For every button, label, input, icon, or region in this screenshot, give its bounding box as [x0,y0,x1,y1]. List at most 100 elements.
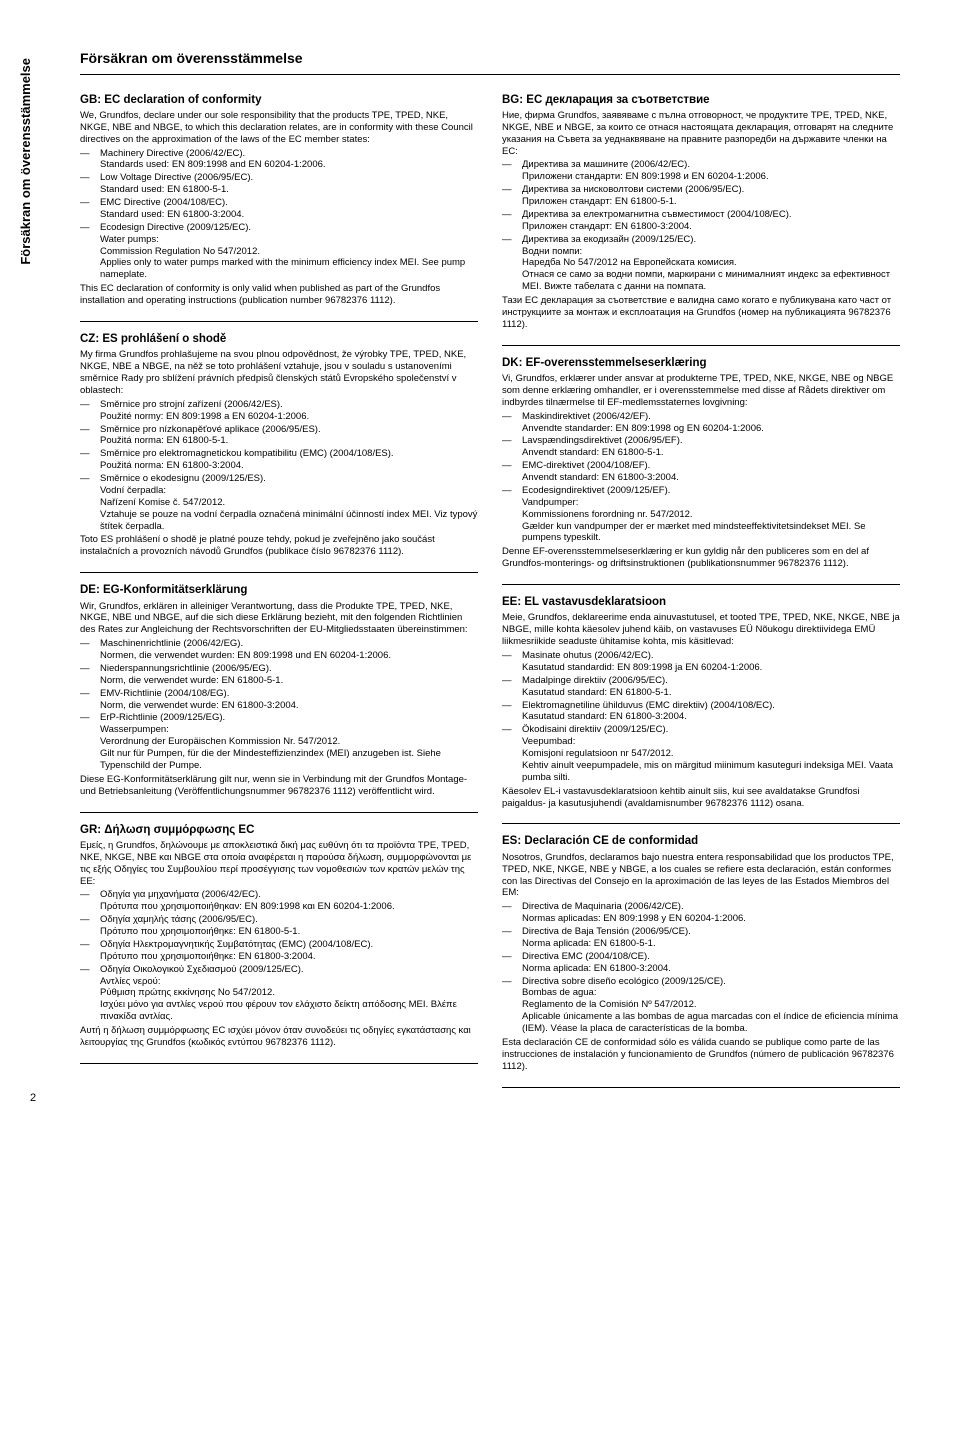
declaration-section: DE: EG-Konformitätserklärung Wir, Grundfo… [80,583,478,797]
declaration-section: DK: EF-overensstemmelseserklæringVi, Gru… [502,356,900,570]
directive-item: Směrnice o ekodesignu (2009/125/ES).Vodn… [80,473,478,532]
directive-main: Directiva de Maquinaria (2006/42/CE). [522,901,900,913]
directive-item: Ecodesigndirektivet (2009/125/EF).Vandpu… [502,485,900,544]
directive-sub: Norma aplicada: EN 61800-5-1. [522,938,900,950]
section-outro: Тази ЕС декларация за съответствие е вал… [502,295,900,331]
directive-sub: Norma aplicada: EN 61800-3:2004. [522,963,900,975]
page-title: Försäkran om överensstämmelse [80,50,900,75]
directive-main: Directiva sobre diseño ecológico (2009/1… [522,976,900,988]
directive-sub: Πρότυπο που χρησιμοποιήθηκε: EN 61800-5-… [100,926,478,938]
directive-main: Masinate ohutus (2006/42/EC). [522,650,900,662]
directive-sub: Приложен стандарт: EN 61800-3:2004. [522,221,900,233]
directive-main: Οδηγία Οικολογικού Σχεδιασμού (2009/125/… [100,964,478,976]
directive-sub: Vztahuje se pouze na vodní čerpadla ozna… [100,509,478,533]
directive-main: Directiva EMC (2004/108/CE). [522,951,900,963]
directive-sub: Použité normy: EN 809:1998 a EN 60204-1:… [100,411,478,423]
directive-main: EMC Directive (2004/108/EC). [100,197,478,209]
directive-list: Директива за машините (2006/42/EC).Прило… [502,159,900,293]
section-title: GR: Δήλωση συμμόρφωσης EC [80,823,478,837]
directive-sub: Komisjoni regulatsioon nr 547/2012. [522,748,900,760]
directive-sub: Наредба No 547/2012 на Европейската коми… [522,257,900,269]
directive-list: Maschinenrichtlinie (2006/42/EG).Normen,… [80,638,478,772]
directive-item: Директива за електромагнитна съвместимос… [502,209,900,233]
directive-sub: Kasutatud standardid: EN 809:1998 ja EN … [522,662,900,674]
directive-sub: Anvendte standarder: EN 809:1998 og EN 6… [522,423,900,435]
section-intro: We, Grundfos, declare under our sole res… [80,110,478,146]
directive-list: Maskindirektivet (2006/42/EF).Anvendte s… [502,411,900,545]
directive-list: Directiva de Maquinaria (2006/42/CE).Nor… [502,901,900,1035]
directive-sub: Wasserpumpen: [100,724,478,736]
directive-sub: Αντλίες νερού: [100,976,478,988]
directive-sub: Kommissionens forordning nr. 547/2012. [522,509,900,521]
directive-item: Οδηγία Οικολογικού Σχεδιασμού (2009/125/… [80,964,478,1023]
section-intro: Εμείς, η Grundfos, δηλώνουμε με αποκλεισ… [80,840,478,888]
directive-main: Maschinenrichtlinie (2006/42/EG). [100,638,478,650]
directive-item: Maschinenrichtlinie (2006/42/EG).Normen,… [80,638,478,662]
section-divider [502,345,900,346]
directive-main: Madalpinge direktiiv (2006/95/EC). [522,675,900,687]
directive-item: Ökodisaini direktiiv (2009/125/EC).Veepu… [502,724,900,783]
directive-item: Директива за екодизайн (2009/125/EC).Вод… [502,234,900,293]
declaration-section: GR: Δήλωση συμμόρφωσης EC Εμείς, η Grundf… [80,823,478,1049]
directive-list: Směrnice pro strojní zařízení (2006/42/E… [80,399,478,533]
section-divider [80,321,478,322]
directive-item: Maskindirektivet (2006/42/EF).Anvendte s… [502,411,900,435]
directive-main: Niederspannungsrichtlinie (2006/95/EG). [100,663,478,675]
section-title: ES: Declaración CE de conformidad [502,834,900,848]
directive-sub: Standard used: EN 61800-3:2004. [100,209,478,221]
section-title: CZ: ES prohlášení o shodě [80,332,478,346]
directive-item: Madalpinge direktiiv (2006/95/EC).Kasuta… [502,675,900,699]
section-intro: My firma Grundfos prohlašujeme na svou p… [80,349,478,397]
directive-sub: Veepumbad: [522,736,900,748]
directive-sub: Normas aplicadas: EN 809:1998 y EN 60204… [522,913,900,925]
directive-item: Elektromagnetiline ühilduvus (EMC direkt… [502,700,900,724]
directive-sub: Standard used: EN 61800-5-1. [100,184,478,196]
directive-main: Lavspændingsdirektivet (2006/95/EF). [522,435,900,447]
directive-list: Masinate ohutus (2006/42/EC).Kasutatud s… [502,650,900,784]
directive-main: Ecodesign Directive (2009/125/EC). [100,222,478,234]
directive-item: Директива за нисковолтови системи (2006/… [502,184,900,208]
directive-item: ErP-Richtlinie (2009/125/EG).Wasserpumpe… [80,712,478,771]
section-outro: Diese EG-Konformitätserklärung gilt nur,… [80,774,478,798]
directive-sub: Použitá norma: EN 61800-5-1. [100,435,478,447]
directive-sub: Приложен стандарт: EN 61800-5-1. [522,196,900,208]
page-number: 2 [30,1092,36,1106]
section-divider [80,1063,478,1064]
directive-sub: Commission Regulation No 547/2012. [100,246,478,258]
directive-main: Machinery Directive (2006/42/EC). [100,148,478,160]
directive-main: EMV-Richtlinie (2004/108/EG). [100,688,478,700]
section-outro: Denne EF-overensstemmelseserklæring er k… [502,546,900,570]
directive-sub: Kehtiv ainult veepumpadele, mis on märgi… [522,760,900,784]
directive-item: Οδηγία για μηχανήματα (2006/42/EC).Πρότυ… [80,889,478,913]
directive-item: Directiva de Maquinaria (2006/42/CE).Nor… [502,901,900,925]
directive-main: Maskindirektivet (2006/42/EF). [522,411,900,423]
directive-sub: Aplicable únicamente a las bombas de agu… [522,1011,900,1035]
directive-item: Masinate ohutus (2006/42/EC).Kasutatud s… [502,650,900,674]
directive-sub: Приложени стандарти: EN 809:1998 и EN 60… [522,171,900,183]
section-intro: Nosotros, Grundfos, declaramos bajo nues… [502,852,900,900]
directive-main: Directiva de Baja Tensión (2006/95/CE). [522,926,900,938]
section-divider [80,812,478,813]
directive-sub: Vodní čerpadla: [100,485,478,497]
section-title: BG: EC декларация за съответствие [502,93,900,107]
directive-main: Směrnice pro nízkonapěťové aplikace (200… [100,424,478,436]
directive-sub: Отнася се само за водни помпи, маркирани… [522,269,900,293]
declaration-section: CZ: ES prohlášení o shodě My firma Grundf… [80,332,478,558]
directive-main: Директива за електромагнитна съвместимос… [522,209,900,221]
directive-item: Low Voltage Directive (2006/95/EC).Stand… [80,172,478,196]
directive-sub: Πρότυπο που χρησιμοποιήθηκε: EN 61800-3:… [100,951,478,963]
directive-sub: Anvendt standard: EN 61800-5-1. [522,447,900,459]
section-title: DE: EG-Konformitätserklärung [80,583,478,597]
directive-sub: Vandpumper: [522,497,900,509]
directive-item: Niederspannungsrichtlinie (2006/95/EG).N… [80,663,478,687]
directive-item: Ecodesign Directive (2009/125/EC).Water … [80,222,478,281]
directive-main: Směrnice o ekodesignu (2009/125/ES). [100,473,478,485]
section-intro: Wir, Grundfos, erklären in alleiniger Ve… [80,601,478,637]
section-outro: This EC declaration of conformity is onl… [80,283,478,307]
declaration-section: ES: Declaración CE de conformidad Nosotro… [502,834,900,1072]
directive-sub: Water pumps: [100,234,478,246]
section-intro: Vi, Grundfos, erklærer under ansvar at p… [502,373,900,409]
directive-item: Směrnice pro elektromagnetickou kompatib… [80,448,478,472]
directive-main: Οδηγία για μηχανήματα (2006/42/EC). [100,889,478,901]
content-columns: GB: EC declaration of conformityWe, Grun… [80,93,900,1098]
